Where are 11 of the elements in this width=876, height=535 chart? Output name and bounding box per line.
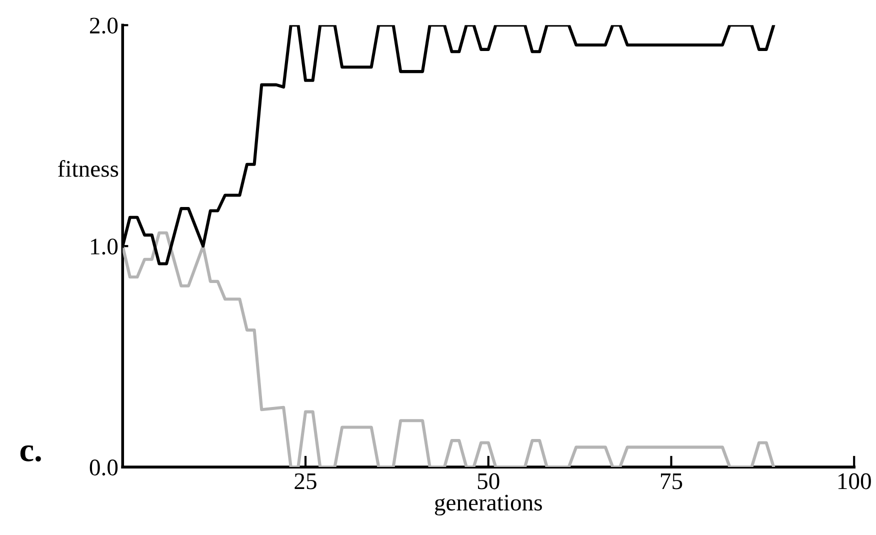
y-axis-title: fitness [58, 160, 118, 177]
text: c. [20, 445, 41, 462]
y-tick-label: 0.0 [90, 460, 118, 476]
x-tick-label: 100 [838, 473, 871, 490]
x-tick-label: 50 [478, 473, 500, 490]
x-axis-title: generations [434, 494, 542, 516]
x-tick-label: 25 [294, 473, 316, 490]
y-tick-label: 2.0 [90, 18, 118, 34]
line-series [122, 231, 776, 468]
y-tick-label: 1.0 [91, 238, 118, 255]
x-tick-label: 75 [660, 474, 682, 490]
